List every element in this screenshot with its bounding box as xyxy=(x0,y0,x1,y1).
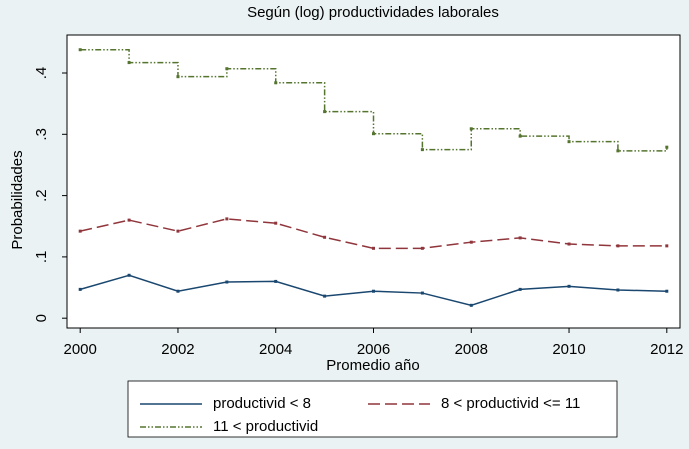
point xyxy=(225,67,229,71)
point xyxy=(567,284,571,288)
point xyxy=(323,294,327,298)
point xyxy=(323,235,327,239)
plot-area xyxy=(66,34,681,329)
y-tick-label: .3 xyxy=(33,128,50,141)
point xyxy=(372,289,375,293)
point xyxy=(127,273,131,277)
point xyxy=(665,145,669,149)
point xyxy=(616,149,620,153)
point xyxy=(518,134,522,138)
point xyxy=(323,110,327,114)
point xyxy=(78,229,82,233)
point xyxy=(176,229,180,233)
y-tick-label: .2 xyxy=(33,189,50,202)
point xyxy=(518,287,522,291)
chart-title: Según (log) productividades laborales xyxy=(247,4,499,21)
point xyxy=(127,218,131,222)
point xyxy=(274,81,278,85)
point xyxy=(616,288,620,292)
point xyxy=(176,289,180,293)
y-tick-label: 0 xyxy=(33,314,50,322)
x-tick-label: 2012 xyxy=(650,341,683,358)
point xyxy=(372,246,375,250)
point xyxy=(127,61,131,65)
point xyxy=(469,240,473,244)
point xyxy=(372,132,375,136)
point xyxy=(518,236,522,240)
x-tick-label: 2010 xyxy=(552,341,585,358)
point xyxy=(420,246,424,250)
point xyxy=(665,289,669,293)
point xyxy=(567,242,571,246)
point xyxy=(225,280,229,284)
legend xyxy=(127,380,618,438)
point xyxy=(469,127,473,131)
point xyxy=(420,148,424,152)
y-axis-title: Probabilidades xyxy=(9,150,26,249)
x-axis-title: Promedio año xyxy=(326,357,419,374)
point xyxy=(616,244,620,248)
legend-label: productivid < 8 xyxy=(213,395,311,412)
point xyxy=(665,244,669,248)
y-tick-label: .1 xyxy=(33,251,50,264)
point xyxy=(567,140,571,144)
point xyxy=(225,217,229,221)
x-tick-label: 2002 xyxy=(161,341,194,358)
legend-label: 8 < productivid <= 11 xyxy=(441,395,580,412)
x-tick-label: 2004 xyxy=(259,341,292,358)
point xyxy=(420,291,424,295)
x-tick-label: 2006 xyxy=(357,341,390,358)
point xyxy=(274,221,278,225)
point xyxy=(176,75,180,79)
point xyxy=(469,303,473,307)
x-tick-label: 2000 xyxy=(64,341,97,358)
point xyxy=(274,279,278,283)
y-tick-label: .4 xyxy=(33,67,50,80)
legend-label: 11 < productivid xyxy=(213,418,318,435)
x-tick-label: 2008 xyxy=(455,341,488,358)
point xyxy=(78,48,82,52)
point xyxy=(78,287,82,291)
